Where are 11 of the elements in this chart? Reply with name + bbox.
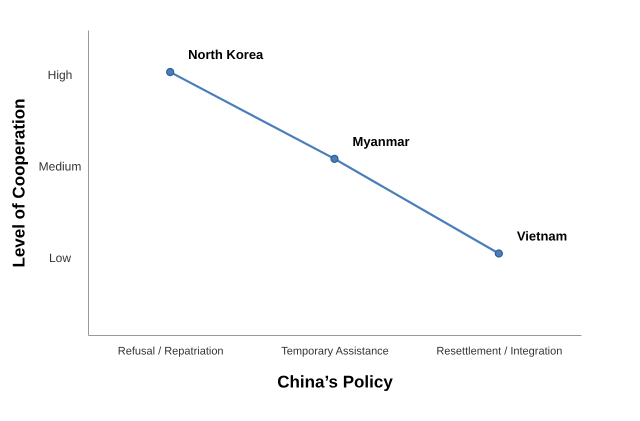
x-axis-title: China’s Policy — [277, 372, 394, 392]
annotation: North Korea — [188, 47, 264, 62]
y-axis-title: Level of Cooperation — [10, 98, 28, 268]
annotation: Myanmar — [352, 134, 410, 149]
text: High — [48, 68, 72, 82]
text: Medium — [38, 160, 82, 174]
x-tick-label: Resettlement / Integration — [436, 346, 562, 358]
x-tick-label: Temporary Assistance — [281, 346, 389, 358]
x-tick-label: Refusal / Repatriation — [118, 346, 224, 358]
text: Low — [48, 251, 72, 265]
annotation: Vietnam — [516, 228, 568, 244]
